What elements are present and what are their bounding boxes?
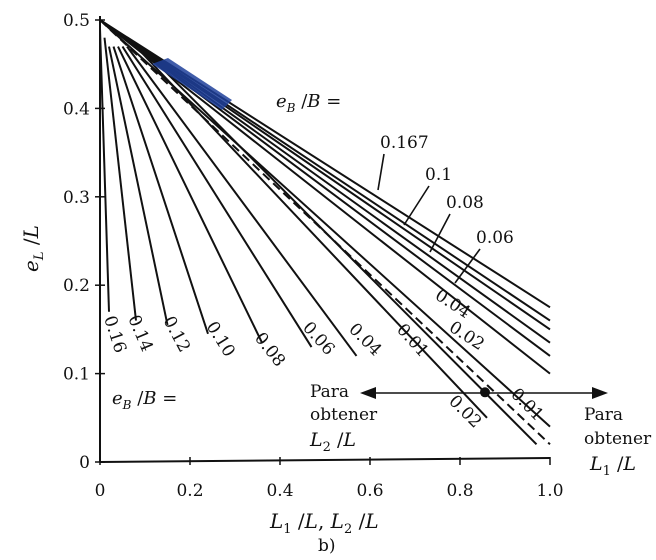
left-annotation-line-3: L2 /L [309, 429, 356, 455]
curve-l2-0_04 [126, 45, 358, 357]
right-annotation-line-2: obtener [584, 429, 652, 449]
curve-label-l2: 0.08 [250, 329, 289, 371]
y-axis-label: eL /L [19, 225, 47, 272]
x-tick-label: 0.6 [356, 481, 383, 501]
right-annotation-line-1: Para [584, 405, 623, 425]
x-tick-label: 0.8 [446, 481, 473, 501]
series-group-label-top: eB /B = [276, 91, 341, 115]
y-tick-label: 0.3 [63, 188, 90, 208]
y-tick-label: 0 [79, 453, 90, 473]
series-group-label-bottom: eB /B = [112, 388, 177, 412]
x-axis-line [99, 457, 551, 463]
curve-label-l1: 0.167 [380, 133, 429, 153]
curve-l2-0_14 [103, 37, 137, 321]
curve-label-l2: 0.02 [444, 391, 485, 432]
x-tick-label: 0.4 [266, 481, 293, 501]
x-tick-label: 0 [95, 481, 106, 501]
left-arrowhead [360, 387, 376, 399]
right-arrowhead [592, 387, 608, 399]
curve-l2-0_06 [121, 45, 313, 348]
annotation-left: Para obtener L2 /L [309, 382, 486, 455]
curve-l2-0_10 [112, 46, 209, 335]
curve-label-l2: 0.10 [202, 318, 239, 361]
highlight-region [152, 58, 232, 110]
annotation-right: Para obtener L1 /L [486, 387, 652, 479]
curve-label-l2: 0.12 [159, 313, 194, 356]
curve-l2-0_02 [135, 45, 488, 419]
curve-label-l1-inline: 0.04 [431, 285, 474, 322]
y-tick-label: 0.1 [63, 365, 90, 385]
curve-l2-0_08 [117, 46, 263, 344]
x-axis-label: L1 /L, L2 /L [269, 509, 379, 537]
curve-l2-0_12 [108, 46, 169, 326]
leader-line-l1 [429, 213, 451, 253]
y-tick-label: 0.4 [63, 99, 90, 119]
right-annotation-line-3: L1 /L [589, 453, 636, 479]
curve-label-l1: 0.1 [425, 165, 452, 185]
x-tick-label: 0.2 [176, 481, 203, 501]
left-annotation-line-2: obtener [310, 405, 378, 425]
curve-label-l1-inline: 0.02 [445, 317, 488, 354]
axes: 0 0.2 0.4 0.6 0.8 1.0 0 0.1 0.2 0.3 0.4 0.5 [63, 11, 564, 501]
curve-l2-0_01 [139, 45, 538, 446]
curve-label-l2: 0.04 [344, 319, 385, 360]
x-tick-label: 1.0 [536, 481, 563, 501]
curve-label-l1: 0.08 [446, 193, 484, 213]
panel-label: b) [318, 536, 336, 556]
curve-label-l1: 0.06 [476, 228, 514, 248]
leader-line-l1 [454, 248, 481, 284]
curve-l2-0_16 [99, 28, 110, 312]
y-tick-label: 0.2 [63, 276, 90, 296]
left-annotation-line-1: Para [310, 382, 349, 402]
leader-line-l1 [403, 185, 430, 226]
leader-line-l1 [377, 153, 385, 191]
y-tick-label: 0.5 [63, 11, 90, 31]
curve-label-l2: 0.01 [392, 320, 432, 362]
